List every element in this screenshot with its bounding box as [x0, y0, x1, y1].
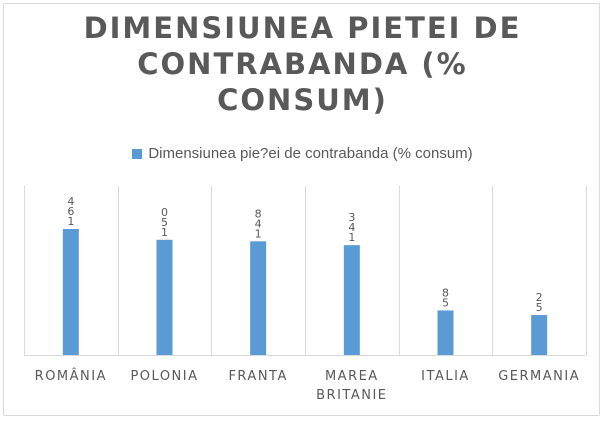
data-label: 4: [67, 195, 74, 208]
chart-title: DIMENSIUNEA PIETEI DE CONTRABANDA (% CON…: [0, 10, 605, 118]
category-label: GERMANIA: [498, 369, 580, 384]
data-label: 1: [67, 215, 74, 228]
data-label: 4: [348, 221, 355, 234]
chart-title-line-1: DIMENSIUNEA PIETEI DE: [83, 11, 522, 45]
category-label: FRANTA: [228, 369, 287, 384]
data-label: 5: [161, 216, 168, 229]
category-label: ITALIA: [421, 369, 470, 384]
legend-swatch: [132, 148, 143, 159]
data-label: 1: [161, 226, 168, 239]
data-label: 6: [67, 205, 74, 218]
chart-title-line-3: CONSUM): [217, 83, 388, 117]
data-label: 8: [255, 207, 262, 220]
data-label: 1: [348, 231, 355, 244]
bar: [250, 241, 267, 355]
bar: [531, 315, 548, 355]
data-label: 3: [348, 211, 355, 224]
category-label: ROMÂNIA: [35, 368, 107, 384]
data-label: 1: [255, 227, 262, 240]
legend-label: Dimensiunea pie?ei de contrabanda (% con…: [148, 145, 473, 162]
chart-title-line-2: CONTRABANDA (%: [137, 47, 468, 81]
data-label: 4: [255, 217, 262, 230]
bar: [62, 229, 79, 355]
bar: [156, 239, 173, 355]
data-label: 2: [536, 291, 543, 304]
category-label: POLONIA: [130, 369, 198, 384]
category-label: BRITANIE: [316, 388, 387, 403]
chart-legend: Dimensiunea pie?ei de contrabanda (% con…: [0, 145, 605, 162]
data-label: 8: [442, 286, 449, 299]
data-label: 5: [536, 301, 543, 314]
bar: [437, 310, 454, 355]
category-label: MAREA: [325, 369, 379, 384]
data-label: 5: [442, 296, 449, 309]
chart-frame: [3, 3, 600, 416]
bar: [343, 245, 360, 355]
data-label: 0: [161, 206, 168, 219]
